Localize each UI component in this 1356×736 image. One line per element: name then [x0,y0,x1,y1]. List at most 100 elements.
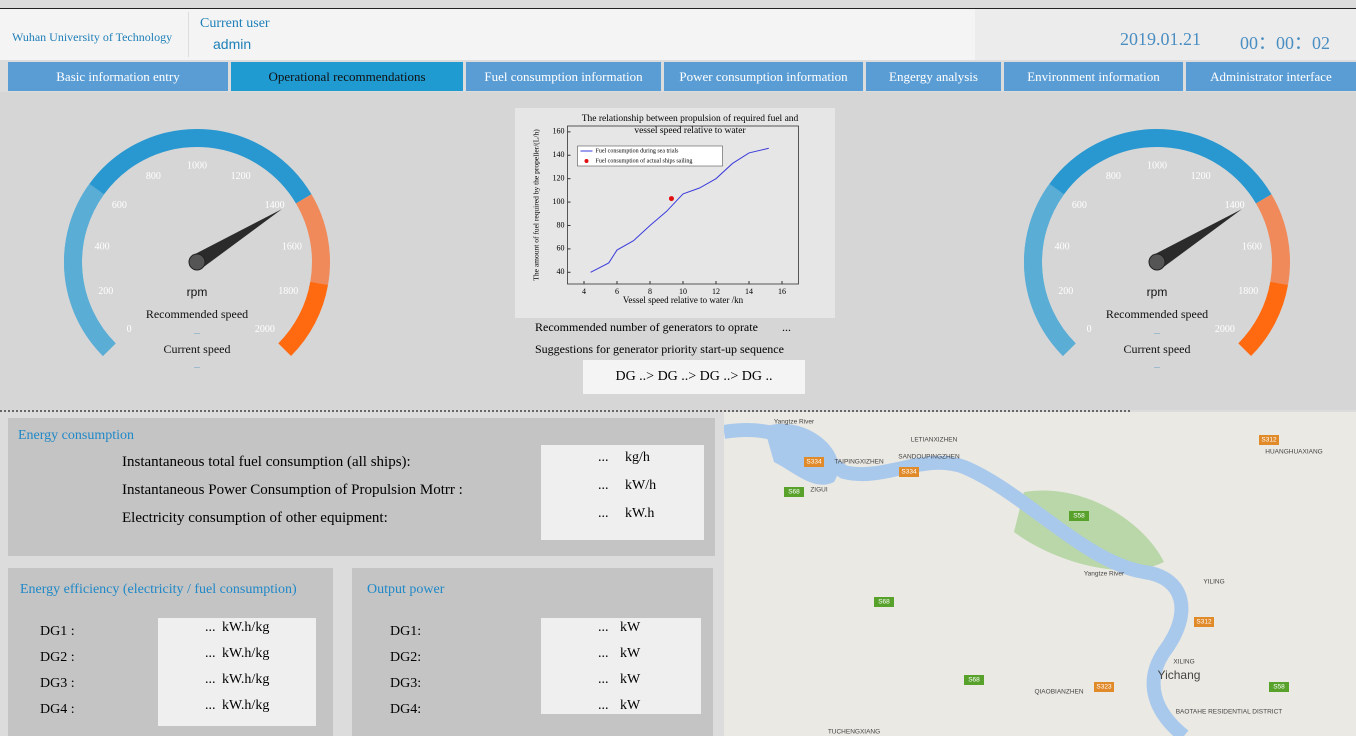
y-axis-label: The amount of fuel required by the prope… [532,129,541,281]
gauge-tick-label: 200 [1058,286,1073,297]
place-label: ZIGUI [810,487,828,494]
gauge-tick-label: 1600 [282,241,302,252]
gauge-tick-label: 600 [1072,200,1087,211]
place-label: BAOTAHE RESIDENTIAL DISTRICT [1176,709,1283,716]
row-unit: kW [620,672,640,688]
place-label: LETIANXIZHEN [911,437,958,444]
user-label: Current user [200,16,270,32]
place-label: Yichang [1158,668,1201,682]
x-tick-label: 6 [615,287,619,296]
row-unit: kW.h [625,506,654,522]
row-label: DG2: [390,650,421,666]
gauge-tick-label: 1800 [1238,286,1258,297]
row-label: DG2 : [40,650,75,666]
row-label: Electricity consumption of other equipme… [122,510,388,527]
panel-title: Energy efficiency (electricity / fuel co… [20,582,297,598]
y-tick-label: 140 [553,150,565,159]
row-unit: kW [620,620,640,636]
gauge-unit: rpm [187,285,208,299]
gauge-tick-label: 400 [95,241,110,252]
y-tick-label: 160 [553,127,565,136]
row-label: Instantaneous Power Consumption of Propu… [122,482,463,499]
row-value: ... [205,672,216,688]
gauge-needle [193,209,282,269]
road-label: S68 [788,489,800,496]
row-unit: kW [620,698,640,714]
gauge-tick-label: 1400 [265,200,285,211]
map-lake [764,424,839,485]
gauge-unit: rpm [1147,285,1168,299]
fuel-chart: 46810121416406080100120140160Vessel spee… [515,108,835,318]
gauge-current-label: Current speed [1124,342,1191,356]
nav-tab[interactable]: Fuel consumption information [466,62,661,91]
row-value: ... [598,478,609,494]
y-tick-label: 80 [557,220,565,229]
gauge-tick-label: 0 [127,324,132,335]
gauge-recommended-value: ... [1154,327,1160,336]
gauge-tick-label: 0 [1087,324,1092,335]
place-label: TUCHENGXIANG [828,729,880,736]
nav-tab[interactable]: Environment information [1004,62,1183,91]
gauge-band [73,189,109,350]
row-label: DG3: [390,676,421,692]
gauge-tick-label: 600 [112,200,127,211]
value-box [541,445,704,540]
row-unit: kW.h/kg [222,620,269,636]
row-value: ... [598,698,609,714]
road-label: S68 [878,599,890,606]
road-label: S334 [901,469,917,476]
gauge-tick-label: 1000 [187,160,207,171]
row-value: ... [205,698,216,714]
gauge-tick-label: 200 [98,286,113,297]
place-label: Yangtze River [774,419,815,426]
gauge-tick-label: 400 [1055,241,1070,252]
row-value: ... [598,672,609,688]
legend-swatch [585,159,589,163]
row-value: ... [598,450,609,466]
road-label: S323 [1096,684,1112,691]
gauge-tick-label: 1400 [1225,200,1245,211]
y-tick-label: 40 [557,267,565,276]
nav-tab[interactable]: Basic information entry [8,62,228,91]
generators-value: ... [782,320,791,335]
gauge-recommended-label: Recommended speed [146,307,248,321]
y-tick-label: 100 [553,197,565,206]
generators-label: Recommended number of generators to opra… [535,320,758,335]
legend-label: Fuel consumption during sea trials [596,148,680,154]
gauge-tick-label: 1600 [1242,241,1262,252]
gauge-hub [1149,254,1165,270]
time: 00：00：02 [1240,29,1330,55]
row-label: DG1: [390,624,421,640]
map: Yangtze River LETIANXIZHEN TAIPINGXIZHEN ZI… [724,412,1356,736]
nav-tab[interactable]: Engergy analysis [866,62,1001,91]
road-label: S58 [1273,684,1285,691]
legend-label: Fuel consumption of actual ships sailing [596,157,693,164]
x-tick-label: 14 [745,287,753,296]
place-label: SANDOUPINGZHEN [898,454,960,461]
nav-tab[interactable]: Power consumption information [664,62,863,91]
row-unit: kW [620,646,640,662]
row-value: ... [598,646,609,662]
gauge-tick-label: 2000 [255,324,275,335]
place-label: YILING [1203,579,1224,586]
gauge-current-label: Current speed [164,342,231,356]
place-label: TAIPINGXIZHEN [834,459,884,466]
row-unit: kW.h/kg [222,698,269,714]
gauge-hub [189,254,205,270]
nav-tab[interactable]: Operational recommendations [231,62,463,91]
road-label: S68 [968,677,980,684]
gauge-current-value: ... [194,361,200,370]
map-river [724,430,1184,736]
gauge-tick-label: 800 [1106,171,1121,182]
app: Wuhan University of Technology Current u… [0,0,1356,736]
place-label: Yangtze River [1084,571,1125,578]
row-label: DG1 : [40,624,75,640]
panel-title: Output power [367,582,444,598]
y-tick-label: 60 [557,244,565,253]
user: admin [213,36,251,52]
chart-title: The relationship between propulsion of r… [580,113,800,137]
nav-tab[interactable]: Administrator interface [1186,62,1356,91]
row-label: DG3 : [40,676,75,692]
y-tick-label: 120 [553,173,565,182]
